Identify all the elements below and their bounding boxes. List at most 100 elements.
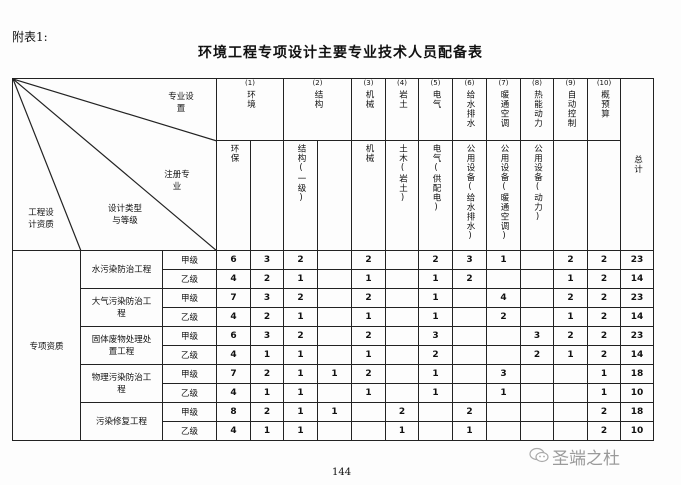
specialty-header: (6) 给水排水 — [452, 78, 487, 141]
value-cell — [486, 345, 521, 365]
registered-specialty — [250, 140, 284, 251]
value-cell: 2 — [587, 307, 621, 327]
value-cell: 2 — [351, 326, 386, 346]
wechat-icon — [529, 447, 549, 463]
value-cell — [520, 364, 554, 384]
value-cell: 1 — [418, 288, 453, 308]
value-cell — [385, 269, 419, 289]
value-cell: 1 — [553, 345, 588, 365]
value-cell: 2 — [351, 364, 386, 384]
value-cell — [317, 421, 352, 441]
value-cell — [317, 250, 352, 270]
registered-specialty: 电气(供配电) — [418, 140, 453, 251]
value-cell: 4 — [216, 307, 251, 327]
grade-cell: 甲级 — [162, 326, 217, 346]
corner-label-specialty: 专业设置 — [168, 92, 194, 114]
value-cell: 1 — [553, 269, 588, 289]
value-cell — [317, 383, 352, 403]
registered-specialty — [587, 140, 621, 251]
table-row: 专项资质 水污染防治工程 甲级 6 3 2 2 2 3 1 2 2 23 — [12, 250, 654, 441]
value-cell: 6 — [216, 250, 251, 270]
value-cell: 1 — [317, 364, 352, 384]
page-number: 144 — [332, 467, 352, 478]
corner-label-registered: 注册专业 — [164, 170, 190, 192]
value-cell — [486, 269, 521, 289]
value-cell: 2 — [250, 269, 284, 289]
corner-label-design_type: 设计类型与等级 — [107, 204, 142, 226]
watermark: 圣端之杜 — [552, 449, 620, 469]
specialty-label: 自动控制 — [566, 90, 576, 128]
specialty-number: (4) — [397, 79, 407, 87]
value-cell — [486, 326, 521, 346]
value-cell: 2 — [486, 307, 521, 327]
registered-label: 机械 — [364, 144, 374, 163]
grade-cell: 甲级 — [162, 364, 217, 384]
value-cell — [553, 421, 588, 441]
grade-cell: 乙级 — [162, 345, 217, 365]
value-cell — [385, 364, 419, 384]
total-cell: 23 — [620, 250, 654, 270]
specialty-header: (7) 暖通空调 — [486, 78, 521, 141]
table-row: 固体废物处理处置工程 甲级 6 3 2 2 3 3 2 2 23 — [13, 326, 654, 365]
value-cell: 2 — [250, 307, 284, 327]
registered-specialty — [317, 140, 352, 251]
specialty-header: (4) 岩土 — [385, 78, 419, 141]
specialty-label: 暖通空调 — [499, 90, 509, 128]
value-cell: 1 — [250, 383, 284, 403]
value-cell: 2 — [283, 326, 318, 346]
value-cell: 4 — [486, 288, 521, 308]
total-cell: 10 — [620, 383, 654, 403]
value-cell: 3 — [250, 326, 284, 346]
value-cell — [385, 326, 419, 346]
value-cell: 2 — [250, 364, 284, 384]
registered-label: 环保 — [229, 144, 239, 163]
value-cell: 2 — [418, 250, 453, 270]
corner-header: 专业设置注册专业 设计类型与等级 工程设计资质 — [12, 78, 217, 251]
value-cell: 2 — [351, 288, 386, 308]
value-cell — [553, 364, 588, 384]
grade-cell: 乙级 — [162, 307, 217, 327]
specialty-number: (3) — [363, 79, 374, 87]
value-cell: 3 — [250, 250, 284, 270]
value-cell: 1 — [351, 383, 386, 403]
value-cell — [452, 364, 487, 384]
specialty-label: 环境 — [245, 90, 256, 109]
specialty-label: 机械 — [364, 90, 374, 109]
page-title: 环境工程专项设计主要专业技术人员配备表 — [198, 45, 483, 61]
design-type-cell: 固体废物处理处置工程 — [80, 326, 163, 365]
value-cell: 3 — [452, 250, 487, 270]
staffing-table: 专业设置 注册专业 设计类型与等级 工程设计资质 (1) 环境 (2) 结构 (3) 机械 (4) 岩… — [12, 78, 654, 441]
corner-label-qualification: 工程设计资质 — [28, 208, 54, 230]
value-cell — [452, 288, 487, 308]
value-cell: 1 — [587, 364, 621, 384]
specialty-number: (1) — [245, 79, 255, 87]
grade-cell: 甲级 — [162, 288, 217, 308]
table-row: 乙级 4 1 1 1 1 1 1 10 — [13, 383, 654, 403]
value-cell: 3 — [520, 326, 554, 346]
value-cell: 2 — [385, 402, 419, 422]
value-cell: 1 — [418, 364, 453, 384]
design-type-cell: 污染修复工程 — [80, 402, 163, 441]
table-row: 污染修复工程 甲级 8 2 1 1 2 2 2 18 — [13, 402, 654, 441]
registered-specialty — [553, 140, 588, 251]
grade-cell: 甲级 — [162, 250, 217, 270]
specialty-header: (10) 概预算 — [587, 78, 621, 141]
value-cell — [317, 307, 352, 327]
value-cell — [452, 383, 487, 403]
value-cell: 1 — [283, 364, 318, 384]
specialty-number: (8) — [532, 79, 542, 87]
total-cell: 18 — [620, 364, 654, 384]
value-cell — [317, 326, 352, 346]
total-cell: 14 — [620, 269, 654, 289]
value-cell — [317, 345, 352, 365]
value-cell: 2 — [587, 250, 621, 270]
value-cell — [418, 402, 453, 422]
value-cell — [520, 421, 554, 441]
grade-cell: 甲级 — [162, 402, 217, 422]
value-cell — [520, 383, 554, 403]
registered-label: 公用设备(动力) — [532, 144, 543, 223]
value-cell — [385, 250, 419, 270]
total-label: 总计 — [632, 155, 643, 174]
value-cell: 1 — [250, 345, 284, 365]
